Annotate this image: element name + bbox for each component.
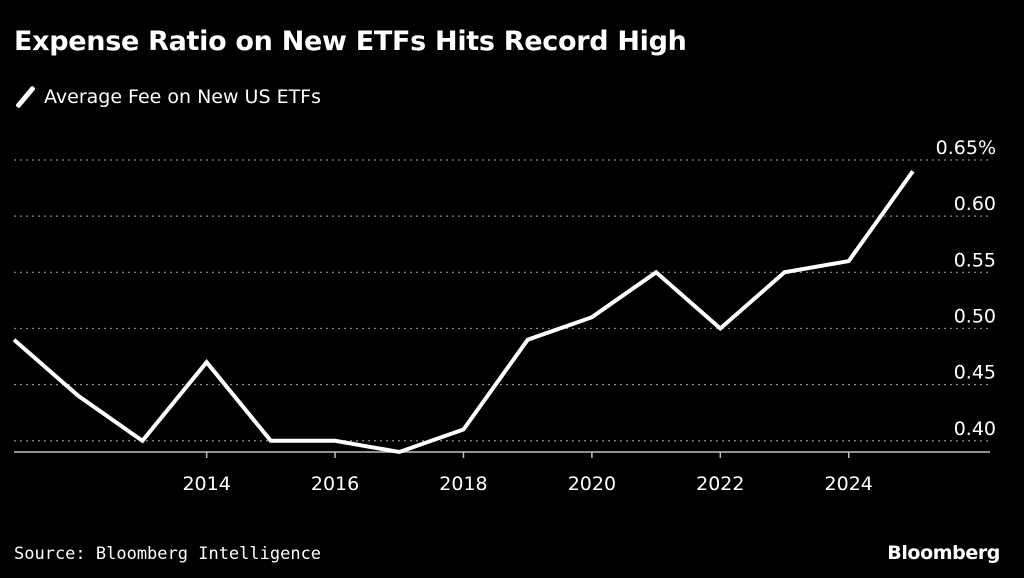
source-note: Source: Bloomberg Intelligence: [14, 544, 322, 564]
y-tick-label: 0.60: [954, 193, 996, 215]
y-tick-label: 0.40: [954, 418, 996, 440]
y-tick-label: 0.50: [954, 305, 996, 327]
y-axis-ticks: 0.40 0.45 0.50 0.55 0.60 0.65%: [936, 137, 996, 440]
series-group: [12, 170, 915, 455]
x-tick-label: 2018: [439, 473, 487, 495]
y-tick-label: 0.45: [954, 362, 996, 384]
x-tick-label: 2020: [568, 473, 616, 495]
x-tick-label: 2024: [825, 473, 873, 495]
x-tick-label: 2022: [696, 473, 744, 495]
legend-label: Average Fee on New US ETFs: [44, 86, 322, 108]
legend: Average Fee on New US ETFs: [14, 86, 321, 108]
x-tick-label: 2016: [311, 473, 359, 495]
y-tick-label: 0.55: [954, 249, 996, 271]
y-tick-label: 0.65%: [936, 137, 996, 159]
x-tick-label: 2014: [182, 473, 230, 495]
grid-lines: [14, 159, 990, 442]
chart-title: Expense Ratio on New ETFs Hits Record Hi…: [14, 26, 687, 57]
series-line: [12, 170, 915, 455]
x-axis-ticks: 2014 2016 2018 2020 2022 2024: [182, 452, 873, 495]
brand-logo: Bloomberg: [887, 542, 1000, 564]
